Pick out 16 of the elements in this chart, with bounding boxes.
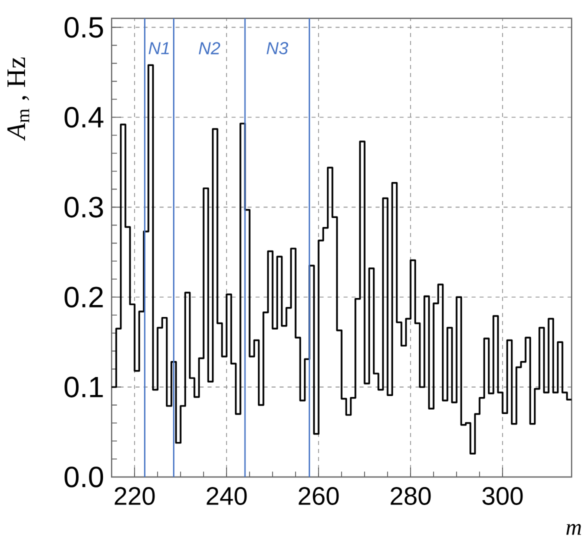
y-tick-label: 0.3: [64, 196, 103, 218]
x-tick-label: 220: [114, 486, 155, 505]
x-tick-label: 240: [206, 486, 247, 505]
y-tick-label: 0.0: [64, 466, 104, 488]
annotation: N3: [266, 42, 288, 54]
x-tick-label: 300: [482, 486, 523, 505]
x-axis-title: m: [566, 524, 581, 535]
y-tick-label: 0.4: [64, 106, 104, 128]
x-tick-label: 280: [390, 486, 431, 505]
y-tick-label: 0.2: [64, 286, 103, 308]
y-tick-label: 0.5: [64, 16, 103, 38]
annotation: N1: [148, 42, 169, 54]
y-axis-title: A$_{m}$ , Hz: [7, 57, 30, 141]
annotation: N2: [198, 42, 220, 54]
x-tick-label: 260: [298, 486, 339, 505]
y-tick-label: 0.1: [64, 376, 103, 398]
